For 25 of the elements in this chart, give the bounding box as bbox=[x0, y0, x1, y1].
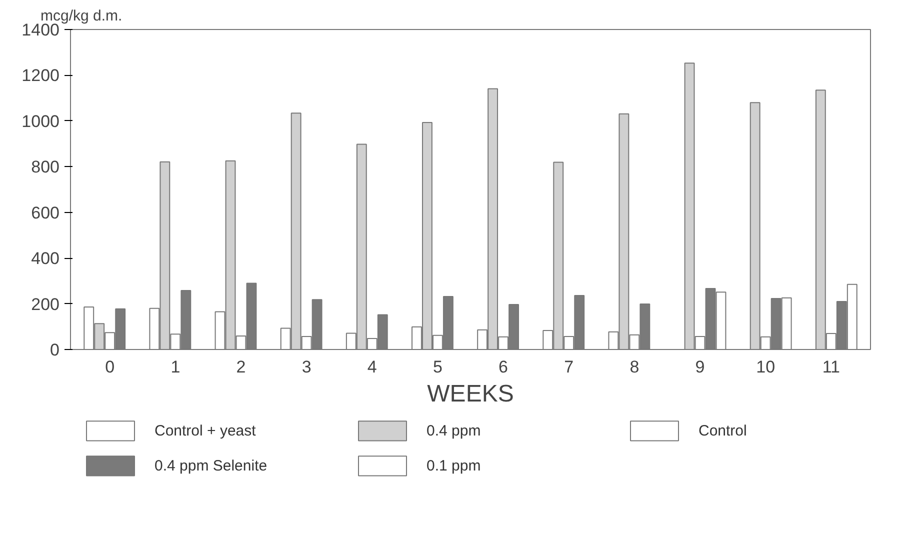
legend-label: 0.4 ppm bbox=[426, 422, 481, 440]
y-tick-label: 0 bbox=[50, 340, 60, 360]
y-tick-label: 800 bbox=[31, 158, 60, 177]
x-tick-label: 4 bbox=[367, 358, 377, 376]
y-tick-label: 200 bbox=[31, 294, 60, 314]
y-tick-label: 1200 bbox=[22, 66, 60, 86]
x-tick-label: 11 bbox=[822, 358, 840, 376]
x-tick-label: 9 bbox=[695, 358, 705, 376]
y-tick-label: 400 bbox=[31, 249, 60, 268]
x-tick-label: 7 bbox=[564, 358, 574, 376]
y-tick-label: 1000 bbox=[22, 112, 60, 131]
x-tick-label: 0 bbox=[105, 358, 115, 376]
x-tick-label: 2 bbox=[236, 358, 246, 376]
x-tick-label: 6 bbox=[498, 358, 508, 376]
x-tick-label: 10 bbox=[756, 358, 776, 376]
legend-label: 0.4 ppm Selenite bbox=[154, 457, 268, 474]
legend-label: 0.1 ppm bbox=[426, 457, 481, 474]
x-tick-label: 5 bbox=[432, 358, 442, 376]
x-tick-label: 3 bbox=[302, 358, 312, 376]
legend-label: Control + yeast bbox=[154, 422, 257, 440]
y-tick-label: 600 bbox=[31, 203, 60, 222]
x-tick-label: 1 bbox=[170, 358, 180, 376]
x-tick-label: 8 bbox=[630, 358, 640, 376]
x-axis-title: WEEKS bbox=[427, 380, 514, 408]
legend-label: Control bbox=[698, 422, 747, 440]
